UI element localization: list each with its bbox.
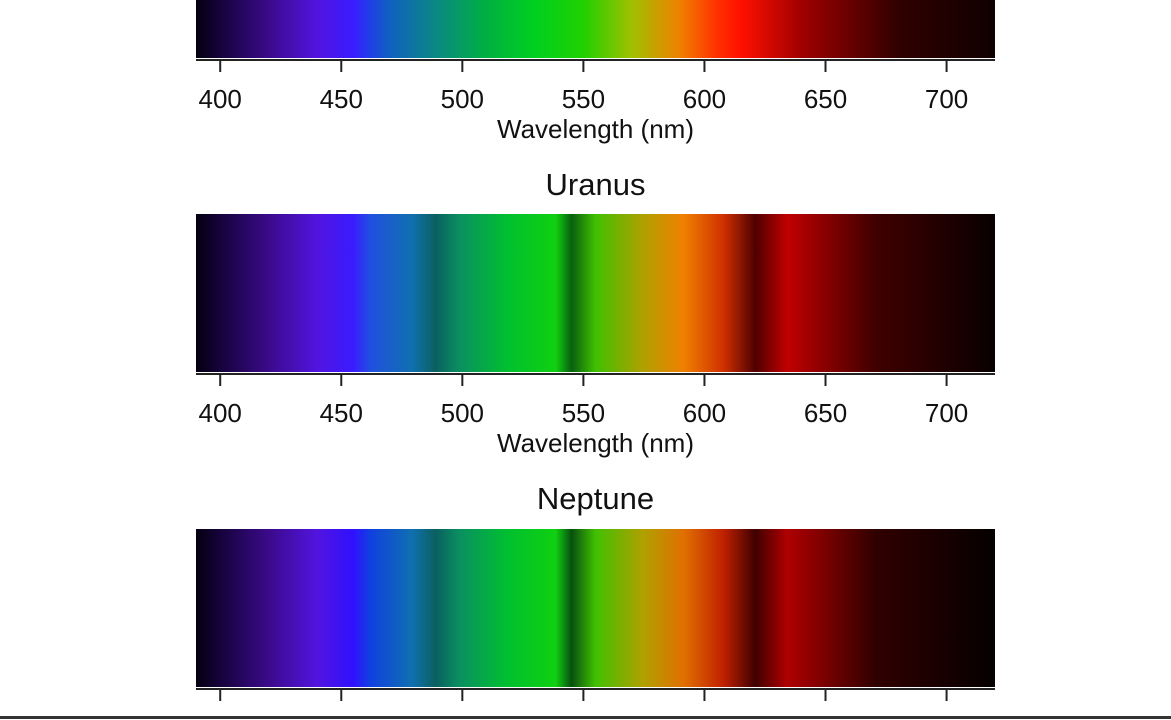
spectrum-band xyxy=(196,214,995,372)
x-tick-label: 400 xyxy=(199,84,242,114)
x-tick-label: 700 xyxy=(925,398,968,428)
x-tick-label: 600 xyxy=(683,84,726,114)
x-axis-label: Wavelength (nm) xyxy=(497,114,694,144)
chart-title: Uranus xyxy=(546,167,646,202)
spectrum-band xyxy=(196,529,995,687)
x-tick-label: 450 xyxy=(320,84,363,114)
x-axis-label: Wavelength (nm) xyxy=(497,428,694,458)
x-tick-label: 500 xyxy=(441,398,484,428)
x-tick-label: 650 xyxy=(804,84,847,114)
chart-title: Neptune xyxy=(537,481,654,516)
spectrum-band xyxy=(196,0,995,58)
x-tick-label: 700 xyxy=(925,84,968,114)
x-tick-label: 550 xyxy=(562,84,605,114)
x-tick-label: 500 xyxy=(441,84,484,114)
x-tick-label: 550 xyxy=(562,398,605,428)
x-tick-label: 650 xyxy=(804,398,847,428)
x-tick-label: 450 xyxy=(320,398,363,428)
x-tick-label: 600 xyxy=(683,398,726,428)
x-tick-label: 400 xyxy=(199,398,242,428)
plots: 400 450 500 550 600 650 700 Wavelength (nm) Uran… xyxy=(196,59,995,701)
